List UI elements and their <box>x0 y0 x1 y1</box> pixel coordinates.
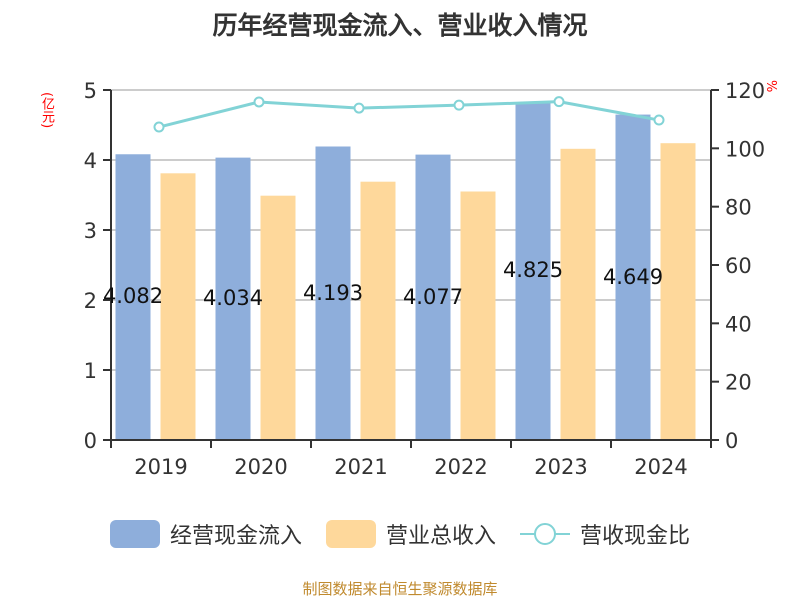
bar-revenue <box>660 143 696 440</box>
x-tick-label: 2024 <box>634 455 687 479</box>
legend-label: 营收现金比 <box>580 524 691 549</box>
ratio-line <box>158 100 660 129</box>
data-source-note: 制图数据来自恒生聚源数据库 <box>302 580 498 598</box>
x-tick-label: 2019 <box>134 455 187 479</box>
left-axis-unit: (亿元) <box>39 92 54 129</box>
ratio-marker <box>653 114 665 126</box>
left-tick-label: 0 <box>84 429 97 453</box>
bar-value-label: 4.193 <box>303 281 363 305</box>
bar-value-label: 4.825 <box>503 258 563 282</box>
right-tick-label: 40 <box>725 312 752 336</box>
right-tick-label: 0 <box>725 429 738 453</box>
legend-label: 经营现金流入 <box>169 524 302 549</box>
bar-cash-inflow <box>115 154 151 440</box>
legend-item-ratio[interactable]: 营收现金比 <box>520 518 690 550</box>
ratio-marker <box>553 96 565 108</box>
bar-revenue <box>160 173 196 441</box>
legend-label: 营业总收入 <box>385 524 496 549</box>
bar-revenue <box>560 148 596 441</box>
bar-cash-inflow <box>615 114 651 440</box>
right-tick-label: 20 <box>725 371 752 395</box>
bar-value-label: 4.649 <box>603 265 663 289</box>
ratio-marker <box>253 96 265 108</box>
ratio-marker <box>453 99 465 111</box>
bar-revenue <box>460 191 496 440</box>
right-tick-label: 120 <box>725 79 765 103</box>
bar-value-label: 4.082 <box>103 284 163 308</box>
legend-swatch-revenue <box>325 520 376 548</box>
right-tick-label: 80 <box>725 196 752 220</box>
left-tick-label: 3 <box>84 219 97 243</box>
bar-cash-inflow <box>415 154 451 441</box>
legend-swatch-cash-inflow <box>109 520 160 548</box>
left-tick-label: 1 <box>84 359 97 383</box>
left-tick-label: 2 <box>84 289 97 313</box>
left-tick-label: 5 <box>84 79 97 103</box>
legend-item-cash-inflow[interactable]: 经营现金流入 <box>109 518 302 550</box>
bar-value-label: 4.077 <box>403 285 463 309</box>
ratio-marker <box>353 102 365 114</box>
x-tick-label: 2023 <box>534 455 587 479</box>
x-tick-label: 2022 <box>434 455 487 479</box>
chart-title: 历年经营现金流入、营业收入情况 <box>212 11 588 40</box>
left-tick-label: 4 <box>84 149 97 173</box>
bar-cash-inflow <box>215 157 251 440</box>
bar-revenue <box>360 181 396 440</box>
right-tick-label: 100 <box>725 137 765 161</box>
bar-cash-inflow <box>315 146 351 441</box>
x-tick-label: 2020 <box>234 455 287 479</box>
right-tick-label: 60 <box>725 254 752 278</box>
ratio-marker <box>153 121 165 133</box>
x-tick-label: 2021 <box>334 455 387 479</box>
legend-line-marker-icon <box>520 520 570 548</box>
bar-revenue <box>260 195 296 440</box>
bar-value-label: 4.034 <box>203 286 263 310</box>
legend: 经营现金流入 营业总收入 营收现金比 <box>0 518 800 550</box>
legend-item-revenue[interactable]: 营业总收入 <box>325 518 496 550</box>
bar-cash-inflow <box>515 102 551 440</box>
